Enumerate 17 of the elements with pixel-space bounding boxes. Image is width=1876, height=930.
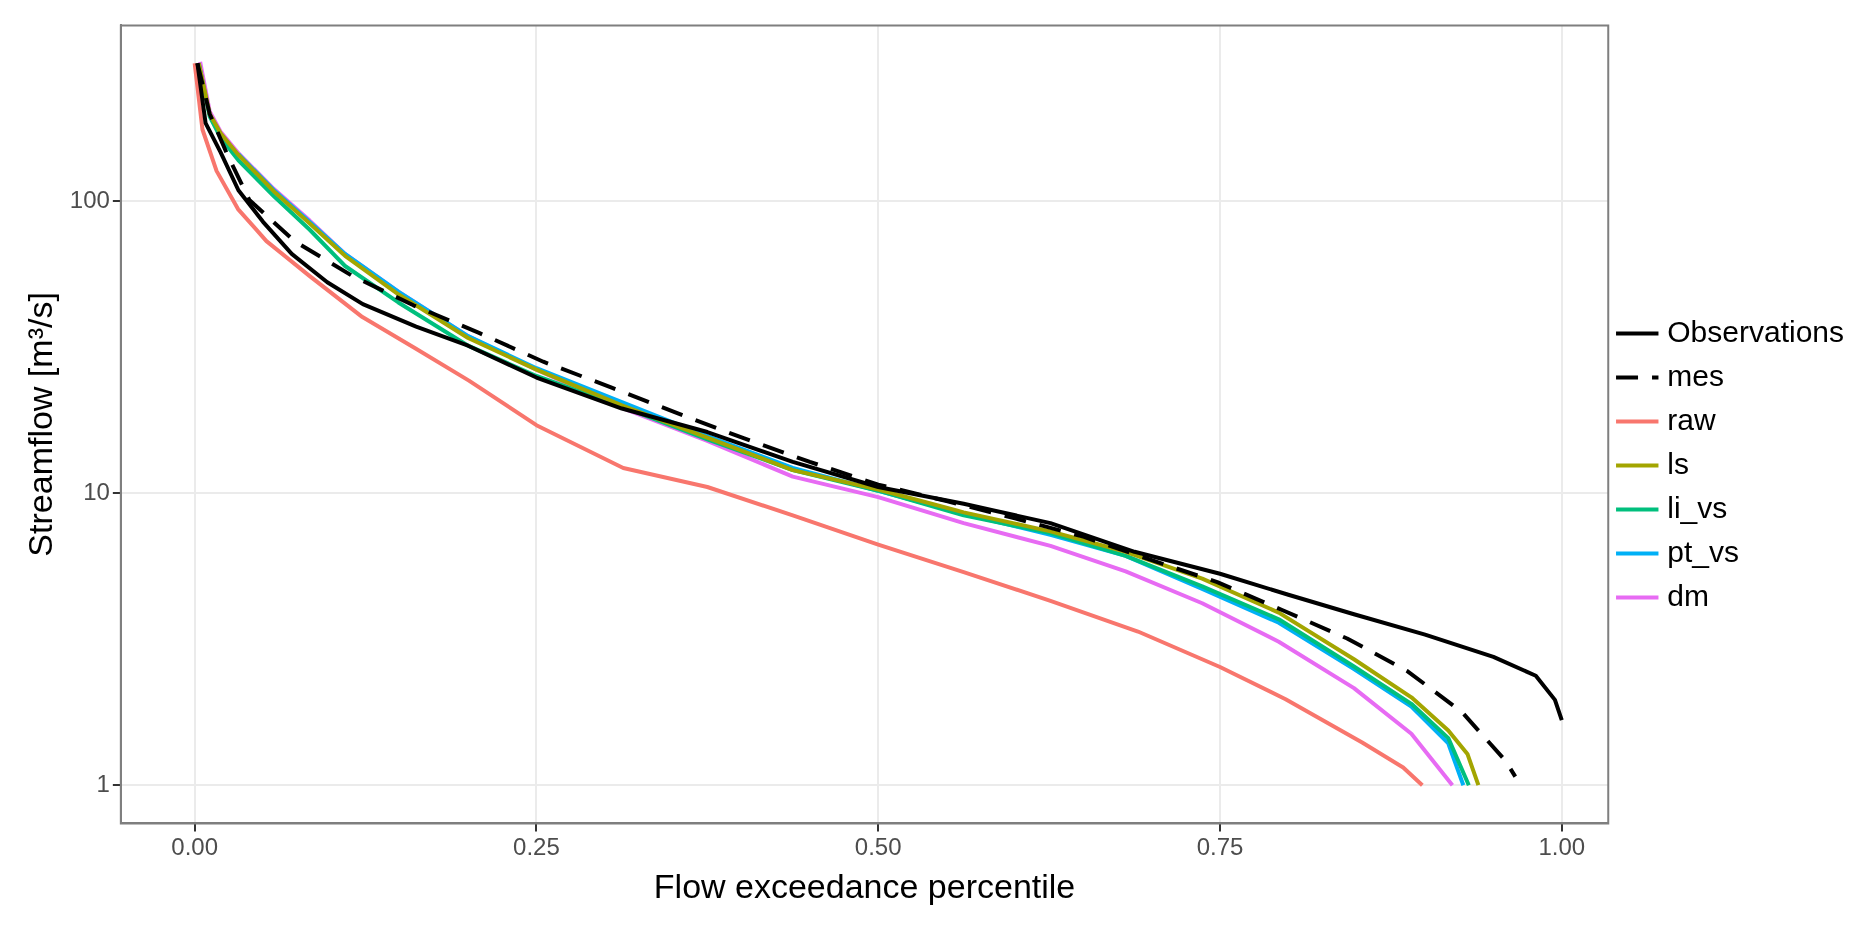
legend-label: ls (1667, 446, 1689, 480)
y-tick-label: 100 (69, 185, 110, 213)
legend-label: pt_vs (1667, 534, 1739, 568)
x-tick-label: 1.00 (1538, 833, 1586, 861)
legend-label: Observations (1667, 314, 1844, 348)
y-tick-label: 1 (96, 769, 110, 797)
x-tick-label: 0.75 (1196, 833, 1244, 861)
legend-label: li_vs (1667, 490, 1728, 524)
y-tick-label: 10 (83, 477, 110, 505)
x-axis-title: Flow exceedance percentile (653, 866, 1076, 905)
y-axis-title: Streamflow [m³/s] (20, 292, 59, 557)
legend-label: mes (1667, 358, 1724, 392)
x-tick-label: 0.50 (854, 833, 902, 861)
x-tick-label: 0.00 (171, 833, 219, 861)
legend-label: dm (1667, 578, 1709, 612)
legend-label: raw (1667, 402, 1716, 436)
x-tick-label: 0.25 (513, 833, 560, 861)
